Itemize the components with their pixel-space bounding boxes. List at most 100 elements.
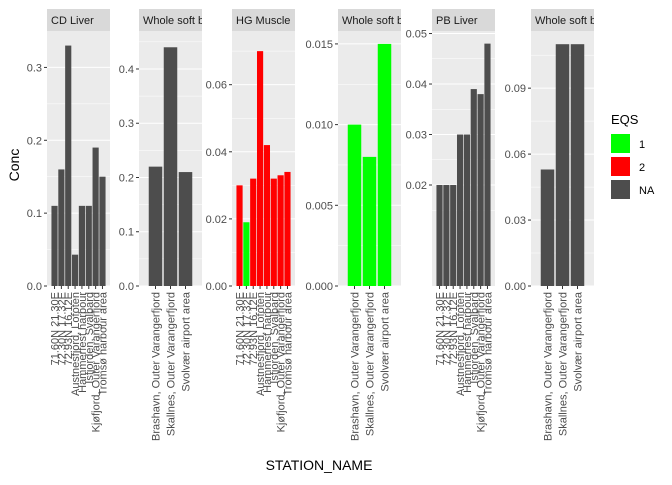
bar (263, 145, 271, 286)
y-tick-label: 0.2 (27, 135, 42, 147)
x-tick-label: Skallnes, Outer Varangerfjord (558, 292, 570, 436)
x-tick-label: 71.60N 21.30E (435, 292, 447, 365)
x-tick-label: Hammerfest harbour (77, 292, 89, 393)
bar (85, 205, 92, 286)
bar (477, 94, 484, 287)
x-tick-label: Svolvær airport area (181, 291, 193, 392)
y-tick-label: 0.04 (406, 79, 427, 91)
facet-strip-label: PB Liver (436, 15, 478, 27)
x-tick-label: Svolvær airport area (380, 291, 392, 392)
bar (456, 134, 464, 286)
legend-key (611, 157, 630, 176)
y-tick-label: 0.005 (305, 200, 333, 212)
facet-strip-label: Whole soft b (143, 15, 204, 27)
y-tick-label: 0.05 (406, 29, 427, 41)
x-tick-label: Kjøfjord, Outer Varangerfjord (476, 292, 488, 432)
y-tick-label: 0.02 (406, 180, 427, 192)
y-tick-label: 0.3 (27, 62, 42, 74)
x-tick-label: 72.93N 16.12E (63, 292, 75, 365)
y-tick-label: 0.02 (206, 214, 227, 226)
y-tick-label: 0.015 (305, 39, 333, 51)
bar (78, 205, 86, 286)
facet-strip-label: Whole soft b (342, 15, 403, 27)
legend-label: 2 (639, 162, 645, 174)
x-tick-label: Austnesfjord, Lofoten (70, 292, 82, 396)
bar (178, 172, 193, 286)
bar (92, 147, 99, 286)
facet-strip-label: CD Liver (51, 15, 94, 27)
x-tick-label: Kjøfjord, Outer Varangerfjord (276, 292, 288, 432)
facet-strip (139, 9, 202, 31)
bar (236, 185, 243, 286)
x-tick-label: Brashavn, Outer Varangerfjord (151, 292, 163, 441)
legend-key (611, 134, 630, 153)
y-tick-label: 0.010 (305, 120, 333, 132)
bar (284, 171, 291, 286)
bar (470, 89, 477, 286)
y-tick-label: 0.00 (505, 281, 526, 293)
facet-strip (531, 9, 594, 31)
y-tick-label: 0.00 (206, 281, 227, 293)
bar (377, 43, 392, 286)
bar (256, 51, 264, 287)
bar (555, 44, 570, 287)
x-tick-label: Skallnes, Outer Varangerfjord (166, 292, 178, 436)
bar (148, 166, 163, 286)
y-tick-label: 0.0 (119, 281, 134, 293)
y-tick-label: 0.1 (119, 227, 134, 239)
y-tick-label: 0.04 (206, 147, 227, 159)
y-tick-label: 0.4 (119, 64, 134, 76)
x-tick-label: 72.93N 16.12E (448, 292, 460, 365)
x-tick-label: Isfjorden, Svalbard (84, 292, 96, 384)
y-tick-label: 0.000 (305, 281, 333, 293)
y-axis-title: Conc (6, 149, 22, 182)
y-tick-label: 0.03 (505, 215, 526, 227)
legend-label: 1 (639, 139, 645, 151)
facet-strip-label: Whole soft b (535, 15, 596, 27)
facet-panel: HG Muscle 0.00 0.02 0.04 0.06 71.60N 21.30E72… (206, 9, 295, 432)
x-tick-label: Isfjorden, Svalbard (269, 292, 281, 384)
x-tick-label: 71.60N 21.30E (235, 292, 247, 365)
facet-strip (432, 9, 495, 31)
y-tick-label: 0.1 (27, 208, 42, 220)
bar (277, 175, 284, 286)
x-tick-label: Hammerfest harbour (462, 292, 474, 393)
bar (51, 205, 58, 286)
x-tick-label: 72.30N 17.32E (241, 292, 253, 365)
facet-strip (338, 9, 401, 31)
x-tick-label: Tromsø harbour area (482, 291, 494, 395)
facet-strip-label: HG Muscle (236, 15, 290, 27)
x-tick-label: Austnesfjord, Lofoten (255, 292, 267, 396)
y-tick-label: 0.0 (27, 281, 42, 293)
x-tick-label: 71.60N 21.30E (50, 292, 62, 365)
x-tick-label: Brashavn, Outer Varangerfjord (350, 292, 362, 441)
legend-key (611, 180, 630, 199)
y-tick-label: 0.03 (406, 130, 427, 142)
legend-label: NA (639, 185, 655, 197)
x-tick-label: Brashavn, Outer Varangerfjord (543, 292, 555, 441)
y-tick-label: 0.06 (206, 80, 227, 92)
x-tick-label: Austnesfjord, Lofoten (455, 292, 467, 396)
bar (58, 169, 65, 286)
bar (243, 222, 250, 286)
bar (163, 47, 178, 286)
legend-title: EQS (611, 112, 639, 127)
bar (347, 124, 362, 286)
bar (484, 43, 491, 286)
bar (270, 178, 277, 286)
x-tick-label: Kjøfjord, Outer Varangerfjord (91, 292, 103, 432)
bar (65, 45, 72, 287)
x-axis-title: STATION_NAME (266, 457, 373, 473)
bar (443, 185, 450, 286)
facet-panel: Whole soft b 0.000 0.005 0.010 0.015 Brashavn… (305, 9, 403, 441)
facet-strip (232, 9, 295, 31)
facet-panel: CD Liver 0.0 0.1 0.2 0.3 71.60N 21.30E72.30N … (27, 9, 110, 432)
bar (99, 176, 106, 286)
bar (450, 185, 457, 286)
x-tick-label: Hammerfest harbour (262, 292, 274, 393)
y-tick-label: 0.06 (505, 149, 526, 161)
y-tick-label: 0.3 (119, 118, 134, 130)
x-tick-label: 72.30N 17.32E (441, 292, 453, 365)
bar (540, 169, 555, 286)
